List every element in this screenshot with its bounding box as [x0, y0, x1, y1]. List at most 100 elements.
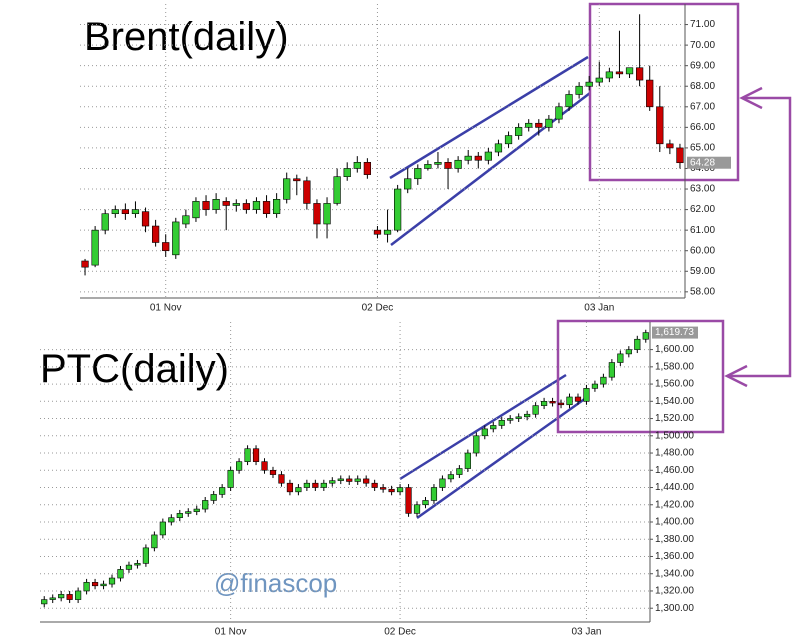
candle-body [473, 435, 480, 454]
candle-body [565, 94, 573, 108]
candle-body [252, 201, 261, 210]
y-tick-label: 1,300.00 [655, 603, 694, 614]
candle-body [484, 151, 493, 161]
candle-body [444, 162, 452, 169]
candle-body [464, 155, 472, 161]
candle-body [313, 203, 321, 225]
candle-body [504, 135, 513, 145]
candle-body [583, 388, 590, 402]
candle-body [117, 569, 124, 579]
candle-body [269, 469, 277, 475]
candle-body [346, 478, 353, 482]
candle-body [151, 534, 158, 549]
x-tick-label: 03 Jan [571, 627, 601, 638]
candle-body [514, 127, 523, 136]
candle-body [456, 468, 463, 475]
candle-body [193, 508, 200, 512]
candle-body [525, 122, 533, 128]
candle-body [329, 480, 336, 484]
candle-body [646, 79, 654, 108]
candle-body [212, 199, 220, 210]
y-tick-label: 1,480.00 [655, 448, 694, 459]
candle-body [41, 599, 48, 605]
candle-body [413, 504, 421, 514]
y-tick-label: 58.00 [690, 286, 715, 297]
candle-body [242, 203, 251, 210]
candle-body [434, 162, 442, 165]
candle-body [642, 332, 649, 340]
candle-body [108, 577, 116, 585]
candle-body [343, 168, 351, 177]
candle-body [635, 67, 644, 81]
candle-body [656, 106, 664, 145]
candle-body [549, 401, 556, 404]
candle-body [447, 474, 454, 480]
candle-body [405, 487, 412, 514]
y-tick-label: 1,560.00 [655, 379, 694, 390]
last-price-box [687, 156, 731, 169]
candle-body [396, 487, 404, 493]
y-tick-label: 60.00 [690, 245, 715, 256]
y-tick-label: 69.00 [690, 60, 715, 71]
x-tick-label: 02 Dec [362, 303, 394, 314]
candle-body [293, 178, 301, 182]
candle-body [507, 418, 514, 421]
candle-body [464, 452, 471, 469]
candle-body [252, 448, 260, 462]
x-tick-label: 01 Nov [150, 303, 182, 314]
candle-body [404, 178, 412, 190]
candle-body [545, 118, 553, 128]
candle-body [490, 425, 497, 430]
candle-body [595, 77, 603, 83]
candle-body [202, 201, 210, 210]
candle-body [262, 201, 271, 215]
candle-body [58, 594, 65, 599]
candle-body [388, 488, 395, 493]
chart-title: PTC(daily) [40, 347, 229, 391]
candle-body [371, 482, 378, 488]
candle-body [353, 162, 361, 169]
y-tick-label: 1,340.00 [655, 568, 694, 579]
y-tick-label: 65.00 [690, 143, 715, 154]
candle-body [555, 106, 563, 120]
candle-body [354, 478, 361, 482]
candle-body [303, 482, 310, 488]
candle-body [168, 517, 175, 523]
candle-body [634, 338, 641, 350]
candle-body [222, 201, 230, 206]
candle-body [574, 396, 582, 402]
candle-body [125, 564, 133, 570]
candle-body [625, 67, 634, 75]
candle-body [75, 590, 82, 600]
candle-body [131, 209, 140, 215]
candle-body [49, 597, 56, 600]
candle-body [608, 362, 615, 378]
candle-body [414, 168, 422, 180]
chart-title: Brent(daily) [84, 15, 289, 59]
candle-body [272, 199, 281, 215]
y-tick-label: 1,540.00 [655, 396, 694, 407]
candle-body [151, 225, 160, 243]
candle-body [591, 383, 599, 389]
y-tick-label: 66.00 [690, 122, 715, 133]
candle-body [430, 487, 438, 501]
candle-body [83, 582, 90, 592]
candle-body [498, 419, 505, 426]
candle-body [202, 500, 209, 510]
candle-body [121, 209, 130, 215]
candle-body [66, 594, 73, 600]
candle-body [585, 81, 593, 87]
channel-lines [389, 55, 591, 520]
y-tick-label: 71.00 [690, 19, 715, 30]
candle-body [261, 461, 268, 471]
y-tick-label: 1,460.00 [655, 465, 694, 476]
y-tick-label: 67.00 [690, 101, 715, 112]
y-tick-label: 1,380.00 [655, 534, 694, 545]
candle-body [393, 188, 402, 231]
candle-body [600, 376, 607, 385]
candle-body [337, 478, 344, 481]
candle-body [617, 353, 624, 363]
candle-body [625, 349, 632, 355]
candle-body [176, 513, 183, 518]
